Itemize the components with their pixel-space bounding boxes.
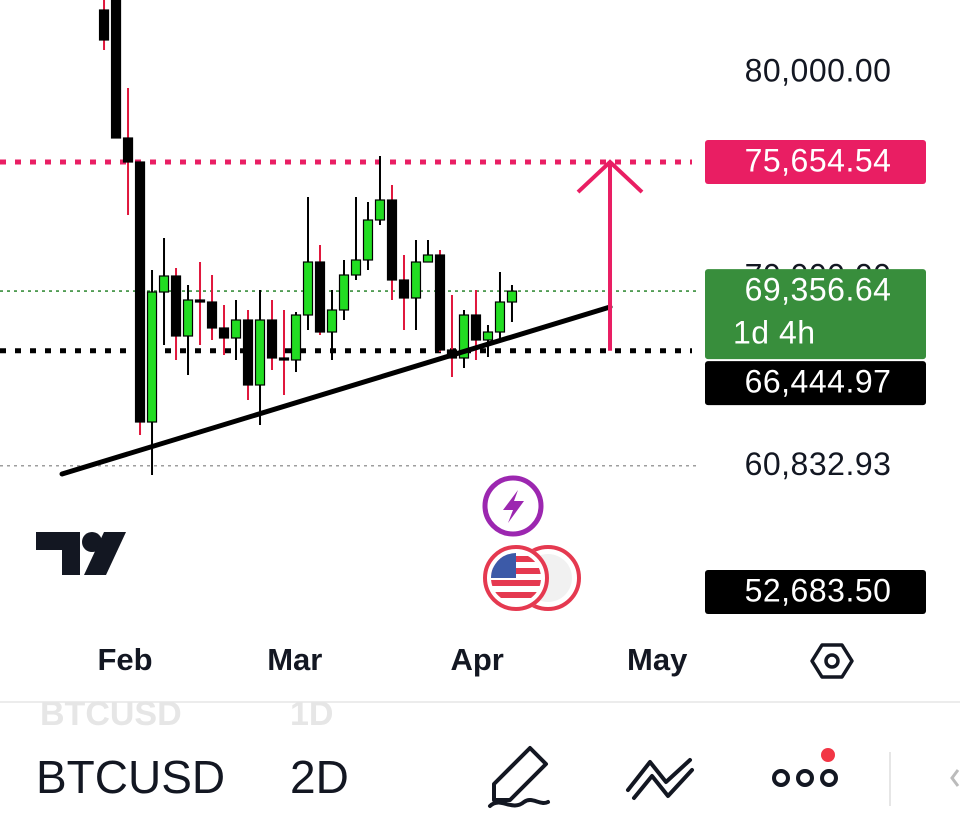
candle-body	[110, 0, 122, 139]
candle-body	[410, 261, 422, 299]
candle-body	[266, 319, 278, 359]
candle-body	[482, 331, 494, 341]
candle-body	[218, 327, 230, 339]
y-tick-label: 80,000.00	[745, 52, 892, 88]
settings-icon[interactable]	[810, 643, 854, 679]
candle-body	[98, 9, 110, 41]
candle-body	[134, 161, 146, 423]
x-tick-label: Apr	[450, 642, 503, 677]
price-label-box	[705, 570, 926, 614]
candle-body	[362, 219, 374, 261]
candle-body	[350, 259, 362, 276]
candle-body	[158, 275, 170, 293]
candle-body	[254, 319, 266, 386]
candle-body	[290, 314, 302, 361]
candle-body	[422, 254, 434, 263]
price-label-box	[705, 361, 926, 406]
symbol[interactable]: BTCUSD	[36, 751, 225, 803]
candle-body	[182, 299, 194, 337]
candle-body	[278, 357, 290, 361]
price-label: 75,654.54	[745, 142, 892, 178]
previous-symbol: BTCUSD	[40, 695, 182, 733]
price-label: 66,444.97	[745, 364, 892, 400]
event-icon[interactable]	[483, 545, 581, 611]
candle-body	[434, 254, 446, 351]
candle-body	[302, 261, 314, 316]
price-label: 69,356.64	[745, 272, 892, 308]
candle-body	[398, 279, 410, 299]
candle-body	[470, 314, 482, 341]
candle-body	[374, 199, 386, 221]
candle-body	[194, 299, 206, 303]
candle-body	[122, 137, 134, 163]
trendline	[59, 304, 613, 477]
x-tick-label: Feb	[97, 642, 152, 677]
candle-body	[146, 291, 158, 423]
candle-body	[506, 290, 518, 303]
more-icon[interactable]	[772, 769, 838, 787]
candle-body	[386, 199, 398, 281]
candle-body	[338, 274, 350, 311]
patterns-icon[interactable]	[626, 758, 694, 800]
logo	[36, 532, 126, 575]
previous-interval: 1D	[290, 695, 333, 733]
notification-dot	[821, 748, 835, 762]
settings-icon-dot	[824, 653, 840, 669]
candle-body	[170, 275, 182, 337]
candle-body	[326, 309, 338, 333]
event-icon[interactable]	[482, 475, 544, 537]
plot-area	[0, 0, 700, 477]
candle-body	[242, 319, 254, 386]
price-label: 52,683.50	[745, 572, 892, 608]
candle-body	[206, 301, 218, 329]
x-tick-label: Mar	[267, 642, 322, 677]
candle-body	[458, 314, 470, 359]
scroll-icon[interactable]	[950, 769, 960, 787]
candle-body	[494, 301, 506, 333]
price-label: 60,832.93	[745, 446, 892, 482]
price-label-box	[705, 140, 926, 185]
price-label-box	[705, 269, 926, 360]
price-countdown: 1d 4h	[733, 315, 816, 351]
candle-body	[314, 261, 326, 333]
target-arrow	[576, 159, 644, 351]
candle-body	[230, 319, 242, 339]
draw-icon[interactable]	[488, 746, 550, 808]
x-tick-label: May	[627, 642, 688, 677]
interval[interactable]: 2D	[290, 751, 349, 803]
